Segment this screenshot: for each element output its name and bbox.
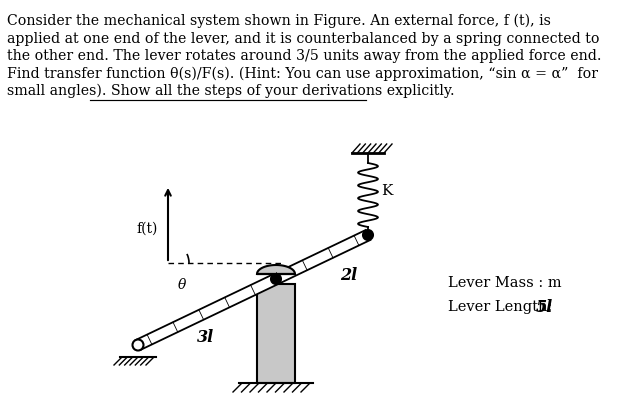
Polygon shape	[135, 230, 370, 350]
Circle shape	[271, 274, 281, 284]
Circle shape	[132, 339, 144, 351]
Text: 5l: 5l	[536, 299, 553, 316]
Circle shape	[363, 230, 373, 240]
Text: K: K	[381, 184, 392, 198]
Bar	[257, 284, 295, 383]
Text: 2l: 2l	[340, 266, 357, 284]
Text: θ: θ	[178, 278, 186, 292]
Text: 3l: 3l	[197, 329, 214, 346]
Text: Consider the mechanical system shown in Figure. An external force, f (t), is: Consider the mechanical system shown in …	[7, 14, 551, 28]
Text: f(t): f(t)	[136, 222, 157, 236]
Text: applied at one end of the lever, and it is counterbalanced by a spring connected: applied at one end of the lever, and it …	[7, 32, 600, 45]
Text: small angles). Show all the steps of your derivations explicitly.: small angles). Show all the steps of you…	[7, 84, 455, 98]
Text: the other end. The lever rotates around 3/5 units away from the applied force en: the other end. The lever rotates around …	[7, 49, 602, 63]
Text: Find transfer function θ(s)/F(s). (Hint: You can use approximation, “sin α = α” : Find transfer function θ(s)/F(s). (Hint:…	[7, 66, 598, 81]
Polygon shape	[257, 265, 295, 274]
Text: Lever Length:: Lever Length:	[448, 300, 552, 314]
Text: Lever Mass : m: Lever Mass : m	[448, 276, 562, 290]
